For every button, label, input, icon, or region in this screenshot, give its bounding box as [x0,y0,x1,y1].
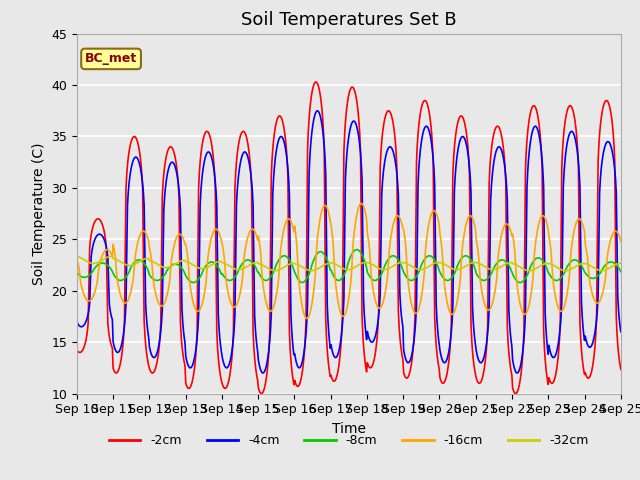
-32cm [108,253,115,259]
-32cm [223,262,231,267]
-4cm [617,329,625,335]
Line: -2cm: -2cm [77,82,621,394]
-4cm [223,365,230,371]
Y-axis label: Soil Temperature (C): Soil Temperature (C) [31,143,45,285]
-32cm [83,258,90,264]
-8cm [417,265,424,271]
-16cm [223,281,230,287]
X-axis label: Time: Time [332,422,366,436]
-4cm [314,108,321,114]
-16cm [417,300,424,306]
Text: BC_met: BC_met [85,52,137,65]
-2cm [223,384,230,390]
-4cm [417,148,424,154]
-32cm [433,260,440,265]
-2cm [194,257,202,263]
Legend: -2cm, -4cm, -8cm, -16cm, -32cm: -2cm, -4cm, -8cm, -16cm, -32cm [104,429,594,452]
-8cm [433,260,440,265]
-32cm [617,261,625,266]
-16cm [73,256,81,262]
-16cm [358,201,365,206]
-8cm [617,269,625,275]
-2cm [139,186,147,192]
-8cm [83,274,90,280]
-8cm [223,277,231,283]
-8cm [189,280,197,286]
-4cm [259,370,267,376]
-2cm [417,111,424,117]
-2cm [433,342,440,348]
-32cm [140,256,147,262]
-32cm [417,267,424,273]
-16cm [303,316,310,322]
-16cm [83,297,90,302]
-16cm [194,309,202,314]
-4cm [83,317,90,323]
-8cm [353,247,360,252]
Line: -8cm: -8cm [77,250,621,283]
-8cm [195,276,202,282]
-32cm [73,253,81,259]
Line: -16cm: -16cm [77,204,621,319]
Line: -4cm: -4cm [77,111,621,373]
-4cm [139,181,147,187]
-2cm [83,334,90,339]
-4cm [194,326,202,332]
Title: Soil Temperatures Set B: Soil Temperatures Set B [241,11,456,29]
-4cm [73,319,81,324]
-8cm [139,259,147,264]
-32cm [271,268,279,274]
-16cm [139,228,147,234]
-16cm [617,239,625,244]
-8cm [73,270,81,276]
-32cm [195,265,202,271]
-2cm [312,79,320,85]
-2cm [617,366,625,372]
Line: -32cm: -32cm [77,256,621,271]
-2cm [73,347,81,353]
-2cm [257,391,265,396]
-4cm [433,301,440,307]
-16cm [433,210,440,216]
